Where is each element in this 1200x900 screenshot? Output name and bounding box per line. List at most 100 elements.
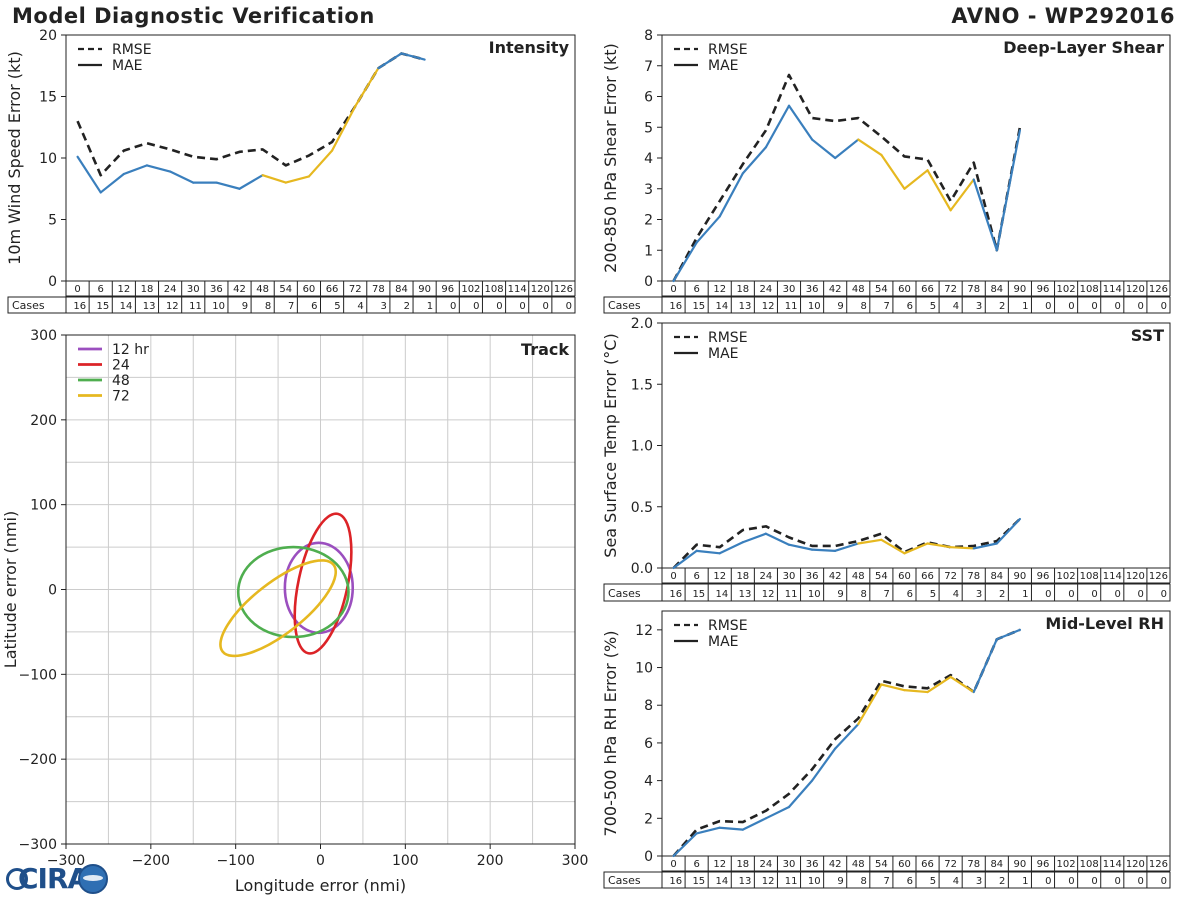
rh-legend-mae: MAE [708,634,739,650]
intensity-ytick-label: 0 [48,274,57,290]
shear-hour-label: 72 [944,284,957,295]
sst-mae-segment [672,549,698,570]
shear-case-value: 3 [976,301,982,312]
shear-hour-label: 12 [713,284,726,295]
logo-ring-icon [6,868,28,890]
shear-mae-segment [764,104,791,149]
track-xtick-label: −200 [132,853,170,869]
intensity-hour-label: 126 [554,284,573,295]
shear-case-value: 0 [1068,301,1074,312]
sst-ytick-label: 1.5 [631,377,653,393]
intensity-mae-segment [330,105,357,152]
shear-cases-label: Cases [608,299,641,312]
track-xtick-label: −300 [47,853,85,869]
intensity-hour-label: 6 [98,284,104,295]
intensity-case-value: 8 [265,301,271,312]
rh-case-value: 16 [669,876,682,887]
rh-mae-segment [787,779,814,809]
shear-case-value: 0 [1138,301,1144,312]
shear-mae-segment [857,138,883,157]
shear-hour-label: 90 [1014,284,1027,295]
shear-hour-label: 78 [967,284,980,295]
rh-hour-label: 18 [736,859,749,870]
shear-case-value: 4 [953,301,959,312]
rh-case-value: 5 [930,876,936,887]
shear-mae-segment [718,172,744,218]
rh-hour-label: 84 [990,859,1003,870]
page-title: Model Diagnostic Verification [12,4,375,28]
rh-hour-label: 42 [829,859,842,870]
sst-case-value: 12 [762,589,775,600]
intensity-ylabel: 10m Wind Speed Error (kt) [5,51,24,265]
sst-mae-segment [949,546,975,550]
shear-case-value: 12 [762,301,775,312]
shear-case-value: 11 [785,301,798,312]
shear-case-value: 7 [884,301,890,312]
shear-case-value: 0 [1045,301,1051,312]
rh-cases-label: Cases [608,874,641,887]
sst-ytick-label: 1.0 [631,439,653,455]
shear-mae-segment [949,178,975,212]
shear-mae-segment [787,104,814,141]
intensity-hour-label: 102 [461,284,480,295]
intensity-hour-label: 54 [279,284,292,295]
shear-case-value: 0 [1114,301,1120,312]
intensity-legend-mae: MAE [112,58,143,74]
shear-ylabel: 200-850 hPa Shear Error (kt) [601,43,620,273]
model-storm-id: AVNO - WP292016 [951,4,1175,28]
sst-case-value: 1 [1022,589,1028,600]
rh-case-value: 1 [1022,876,1028,887]
sst-ytick-label: 2.0 [631,316,653,332]
rh-mae-segment [764,805,791,820]
intensity-hour-label: 108 [484,284,503,295]
track-panel: −300−300 −200 −200 −100 −100 0 0 100 100 200 200 30… [1,328,588,895]
rh-hour-label: 72 [944,859,957,870]
intensity-mae-segment [145,164,172,173]
shear-case-value: 6 [907,301,913,312]
intensity-hour-label: 18 [141,284,154,295]
rh-hour-label: 6 [693,859,699,870]
intensity-mae-segment [284,175,311,184]
sst-hour-label: 30 [783,571,796,582]
rh-case-value: 0 [1138,876,1144,887]
shear-case-value: 5 [930,301,936,312]
sst-legend-rmse: RMSE [708,330,748,346]
sst-case-value: 7 [884,589,890,600]
track-ytick-label: −200 [19,752,57,768]
rh-case-value: 13 [739,876,752,887]
logo-text: CIRA [18,862,89,895]
rh-mae-segment [880,683,906,692]
intensity-mae-segment [122,164,149,176]
intensity-case-value: 14 [120,301,133,312]
intensity-hour-label: 30 [187,284,200,295]
track-legend-label: 12 hr [112,342,149,358]
rh-legend-rmse: RMSE [708,618,748,634]
rh-case-value: 0 [1068,876,1074,887]
sst-mae-segment [880,538,906,555]
intensity-hour-label: 90 [418,284,431,295]
shear-ytick-label: 0 [644,274,653,290]
intensity-hour-label: 66 [326,284,339,295]
sst-mae-segment [972,542,998,550]
shear-hour-label: 0 [670,284,676,295]
logo-globe-icon [78,864,108,894]
track-ytick-label: −100 [19,667,57,683]
intensity-mae-segment [261,174,287,184]
rh-title: Mid-Level RH [1045,614,1164,633]
sst-case-value: 0 [1091,589,1097,600]
sst-mae-segment [903,542,929,555]
shear-hour-label: 102 [1057,284,1076,295]
sst-case-value: 5 [930,589,936,600]
intensity-ytick-label: 10 [39,151,57,167]
shear-ytick-label: 7 [644,59,653,75]
intensity-case-value: 10 [212,301,225,312]
rh-mae-segment [810,747,837,782]
sst-case-value: 6 [907,589,913,600]
shear-ytick-label: 6 [644,90,653,106]
sst-hour-label: 102 [1057,571,1076,582]
sst-rmse-line [672,518,1021,569]
shear-case-value: 9 [837,301,843,312]
rh-case-value: 6 [907,876,913,887]
shear-mae-segment [903,169,929,190]
